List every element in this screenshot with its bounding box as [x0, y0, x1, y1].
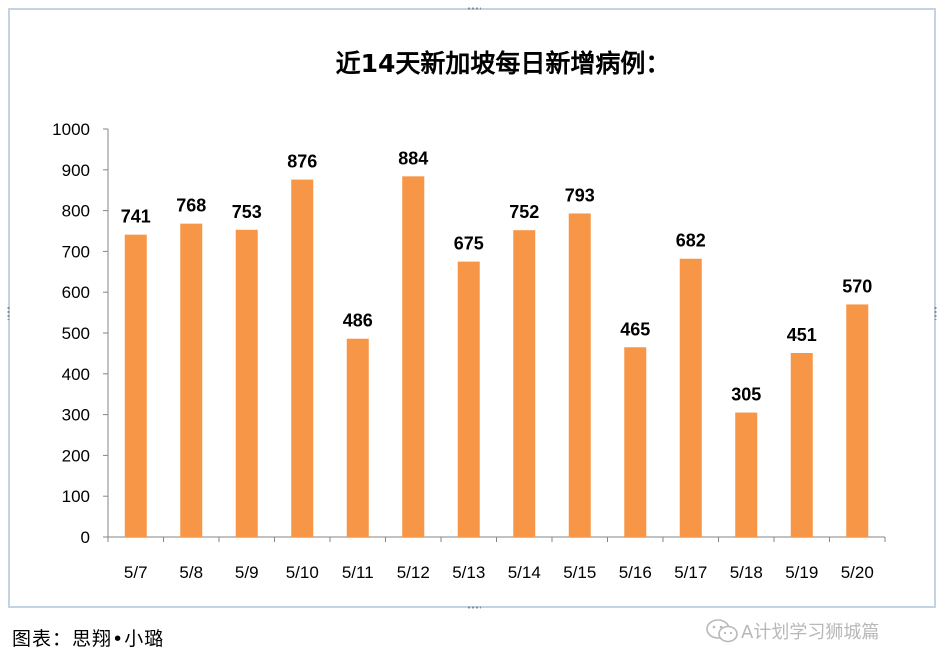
y-tick-label: 400 — [62, 365, 90, 384]
watermark-text: A计划学习狮城篇 — [741, 622, 880, 643]
y-tick-label: 900 — [62, 161, 90, 180]
bar-value-label: 768 — [176, 196, 206, 216]
bar-value-label: 675 — [454, 234, 484, 254]
bar-value-label: 753 — [232, 202, 262, 222]
resize-handle-left[interactable] — [7, 306, 10, 320]
y-tick-label: 500 — [62, 324, 90, 343]
bar — [790, 352, 813, 537]
y-tick-label: 700 — [62, 242, 90, 261]
bar-value-label: 884 — [398, 148, 428, 168]
bar-value-label: 451 — [787, 325, 817, 345]
data-labels: 5/7 741 5/8 768 5/9 753 5/10 876 5/11 486 5/12 884 5… — [121, 148, 874, 582]
x-tick-label: 5/12 — [397, 563, 430, 582]
bar — [180, 223, 203, 537]
bar — [291, 179, 314, 538]
bar-value-label: 570 — [842, 276, 872, 296]
bars — [124, 176, 869, 538]
bar — [457, 261, 480, 537]
bar-value-label: 876 — [287, 152, 317, 172]
x-tick-label: 5/15 — [563, 563, 596, 582]
resize-handle-bottom[interactable] — [467, 606, 481, 609]
bar — [624, 347, 647, 537]
y-tick-label: 600 — [62, 283, 90, 302]
x-tick-label: 5/19 — [785, 563, 818, 582]
figure-caption: 图表：思翔•小璐 — [12, 628, 165, 650]
bar-value-label: 465 — [620, 319, 650, 339]
bar — [846, 304, 869, 537]
y-tick-label: 0 — [81, 528, 90, 547]
x-tick-label: 5/11 — [342, 563, 374, 582]
bar — [235, 229, 258, 537]
x-tick-label: 5/16 — [619, 563, 652, 582]
x-tick-label: 5/17 — [674, 563, 707, 582]
x-tick-label: 5/14 — [508, 563, 541, 582]
chart-title: 近14天新加坡每日新增病例： — [336, 49, 671, 78]
bar — [735, 412, 758, 537]
bar — [679, 258, 702, 537]
x-tick-label: 5/10 — [286, 563, 319, 582]
resize-handle-right[interactable] — [934, 306, 937, 320]
wechat-icon — [706, 619, 738, 643]
resize-handle-top[interactable] — [467, 7, 481, 10]
bar — [513, 230, 536, 537]
bar-value-label: 305 — [731, 385, 761, 405]
bar — [568, 213, 591, 537]
bar-value-label: 752 — [509, 202, 539, 222]
x-tick-label: 5/7 — [124, 563, 148, 582]
bar — [346, 338, 369, 537]
bar — [124, 234, 147, 537]
y-tick-label: 1000 — [52, 120, 90, 139]
x-tick-label: 5/13 — [452, 563, 485, 582]
bar — [402, 176, 425, 537]
axes: 0 100 200 300 400 500 600 700 800 900 1000 — [52, 120, 886, 547]
y-tick-label: 800 — [62, 202, 90, 221]
y-tick-label: 300 — [62, 406, 90, 425]
y-tick-label: 100 — [62, 487, 90, 506]
y-tick-label: 200 — [62, 446, 90, 465]
bar-value-label: 682 — [676, 231, 706, 251]
x-tick-label: 5/9 — [235, 563, 259, 582]
x-tick-label: 5/8 — [179, 563, 203, 582]
bar-value-label: 793 — [565, 185, 595, 205]
bar-value-label: 741 — [121, 207, 151, 227]
x-tick-label: 5/20 — [841, 563, 874, 582]
watermark: A计划学习狮城篇 — [705, 616, 879, 646]
x-tick-label: 5/18 — [730, 563, 763, 582]
bar-value-label: 486 — [343, 311, 373, 331]
